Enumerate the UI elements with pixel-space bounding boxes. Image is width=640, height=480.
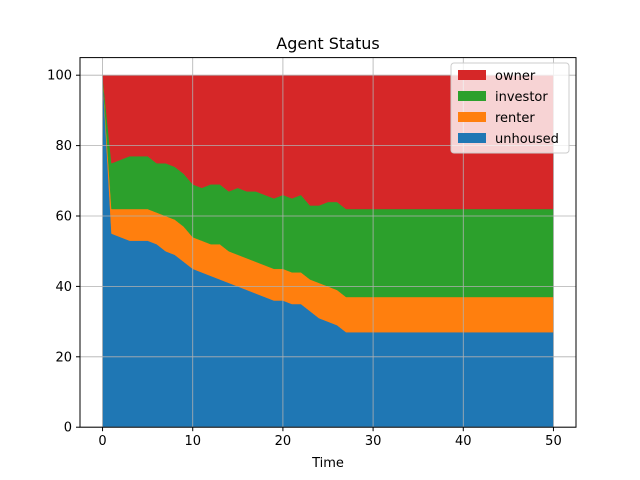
legend-label-renter: renter [495, 111, 535, 126]
legend-swatch-investor [458, 91, 486, 101]
y-tick-label: 80 [55, 139, 72, 154]
legend: owner investor renter unhoused [450, 62, 570, 154]
stacked-areas [102, 74, 554, 428]
x-tick-label: 10 [184, 434, 201, 449]
x-tick-label: 50 [545, 434, 562, 449]
y-tick-label: 60 [55, 210, 72, 225]
y-tick-label: 20 [55, 350, 72, 365]
x-axis-ticks: 0 10 20 30 40 50 [98, 427, 562, 449]
x-axis-label: Time [311, 456, 344, 471]
legend-label-owner: owner [495, 69, 536, 84]
y-tick-label: 0 [64, 421, 72, 436]
chart-title: Agent Status [276, 34, 379, 53]
y-axis-ticks: 0 20 40 60 80 100 [47, 69, 80, 436]
legend-swatch-unhoused [458, 133, 486, 143]
y-tick-label: 100 [47, 69, 72, 84]
x-tick-label: 0 [98, 434, 106, 449]
legend-swatch-renter [458, 112, 486, 122]
legend-swatch-owner [458, 70, 486, 80]
x-tick-label: 30 [365, 434, 382, 449]
x-tick-label: 40 [455, 434, 472, 449]
legend-label-investor: investor [495, 90, 548, 105]
plot-frame [79, 57, 577, 428]
x-tick-label: 20 [275, 434, 292, 449]
legend-box [450, 62, 570, 154]
y-tick-label: 40 [55, 280, 72, 295]
legend-label-unhoused: unhoused [495, 132, 559, 147]
